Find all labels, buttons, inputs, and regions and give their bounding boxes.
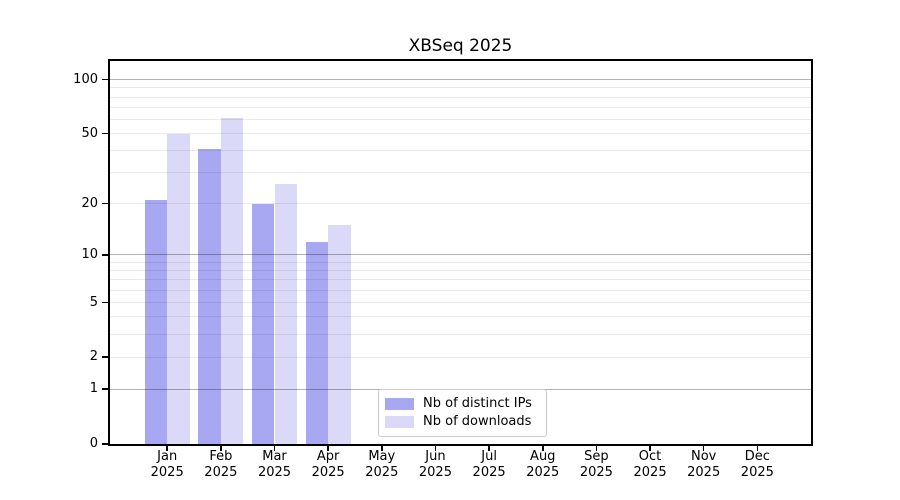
gridline-minor — [110, 289, 811, 291]
y-tick — [101, 132, 109, 135]
x-tick — [381, 444, 383, 451]
x-tick-label-nov: Nov 2025 — [687, 449, 721, 480]
legend: Nb of distinct IPs Nb of downloads — [378, 389, 547, 437]
gridline-minor — [110, 356, 811, 358]
y-tick-label: 0 — [89, 436, 98, 451]
x-tick — [434, 444, 437, 451]
gridline-minor — [110, 334, 811, 336]
x-tick-label-oct: Oct 2025 — [633, 449, 667, 480]
x-tick — [273, 444, 276, 451]
x-tick — [702, 444, 705, 451]
legend-item-downloads: Nb of downloads — [385, 414, 538, 430]
x-tick-label-apr: Apr 2025 — [311, 449, 345, 480]
gridline-minor — [110, 107, 811, 109]
gridline-minor — [110, 150, 811, 152]
gridline-minor — [110, 87, 811, 89]
x-tick — [166, 444, 168, 451]
bar-distinct-ips-jan — [144, 200, 168, 444]
gridline-minor — [110, 119, 811, 120]
gridline-major — [110, 253, 811, 256]
bar-distinct-ips-feb — [198, 148, 221, 444]
x-tick — [649, 444, 651, 451]
x-tick — [220, 444, 222, 451]
y-tick-label: 10 — [81, 246, 98, 262]
x-tick-label-aug: Aug 2025 — [526, 449, 560, 480]
y-tick — [101, 443, 109, 445]
gridline-minor — [110, 270, 811, 272]
bar-downloads-mar — [274, 183, 297, 444]
gridline-minor — [110, 172, 811, 174]
y-tick-label: 20 — [81, 195, 98, 211]
x-tick-label-sep: Sep 2025 — [579, 449, 613, 480]
y-tick-label: 2 — [89, 349, 98, 365]
bar-downloads-feb — [220, 118, 244, 444]
x-tick-label-jan: Jan 2025 — [150, 449, 184, 480]
bar-downloads-jan — [167, 133, 190, 444]
y-tick — [101, 356, 109, 359]
x-tick-label-dec: Dec 2025 — [740, 449, 774, 480]
x-tick — [488, 444, 490, 451]
y-tick — [101, 388, 109, 391]
x-tick-label-jun: Jun 2025 — [418, 449, 452, 480]
y-tick — [101, 78, 109, 81]
x-tick-label-feb: Feb 2025 — [204, 449, 238, 480]
bar-downloads-apr — [328, 225, 351, 444]
x-tick — [595, 444, 598, 451]
y-tick-label: 1 — [89, 381, 98, 397]
x-tick-label-mar: Mar 2025 — [257, 449, 292, 480]
y-tick — [101, 202, 109, 205]
y-tick-label: 50 — [81, 125, 98, 141]
x-tick-label-jul: Jul 2025 — [472, 449, 506, 480]
y-tick — [101, 301, 109, 304]
gridline-minor — [110, 96, 811, 98]
gridline-minor — [110, 302, 811, 304]
x-tick — [541, 444, 544, 451]
gridline-major — [110, 78, 811, 81]
y-tick-label: 100 — [73, 71, 98, 87]
legend-label-distinct-ips: Nb of distinct IPs — [423, 396, 532, 411]
legend-swatch-downloads — [385, 416, 414, 428]
gridline-minor — [110, 279, 811, 281]
legend-swatch-distinct-ips — [385, 398, 414, 410]
bar-distinct-ips-apr — [305, 241, 329, 444]
x-tick — [327, 444, 329, 451]
gridline-minor — [110, 261, 811, 263]
x-tick — [756, 444, 759, 451]
chart-title: XBSeq 2025 — [408, 36, 513, 56]
bar-distinct-ips-mar — [252, 203, 275, 444]
y-tick-label: 5 — [89, 294, 98, 310]
legend-label-downloads: Nb of downloads — [423, 414, 532, 429]
y-tick — [101, 253, 109, 256]
x-tick-label-may: May 2025 — [365, 449, 399, 480]
legend-item-distinct-ips: Nb of distinct IPs — [385, 396, 538, 412]
gridline-minor — [110, 133, 811, 135]
plot-area — [110, 61, 811, 444]
gridline-minor — [110, 203, 811, 205]
gridline-minor — [110, 316, 811, 318]
